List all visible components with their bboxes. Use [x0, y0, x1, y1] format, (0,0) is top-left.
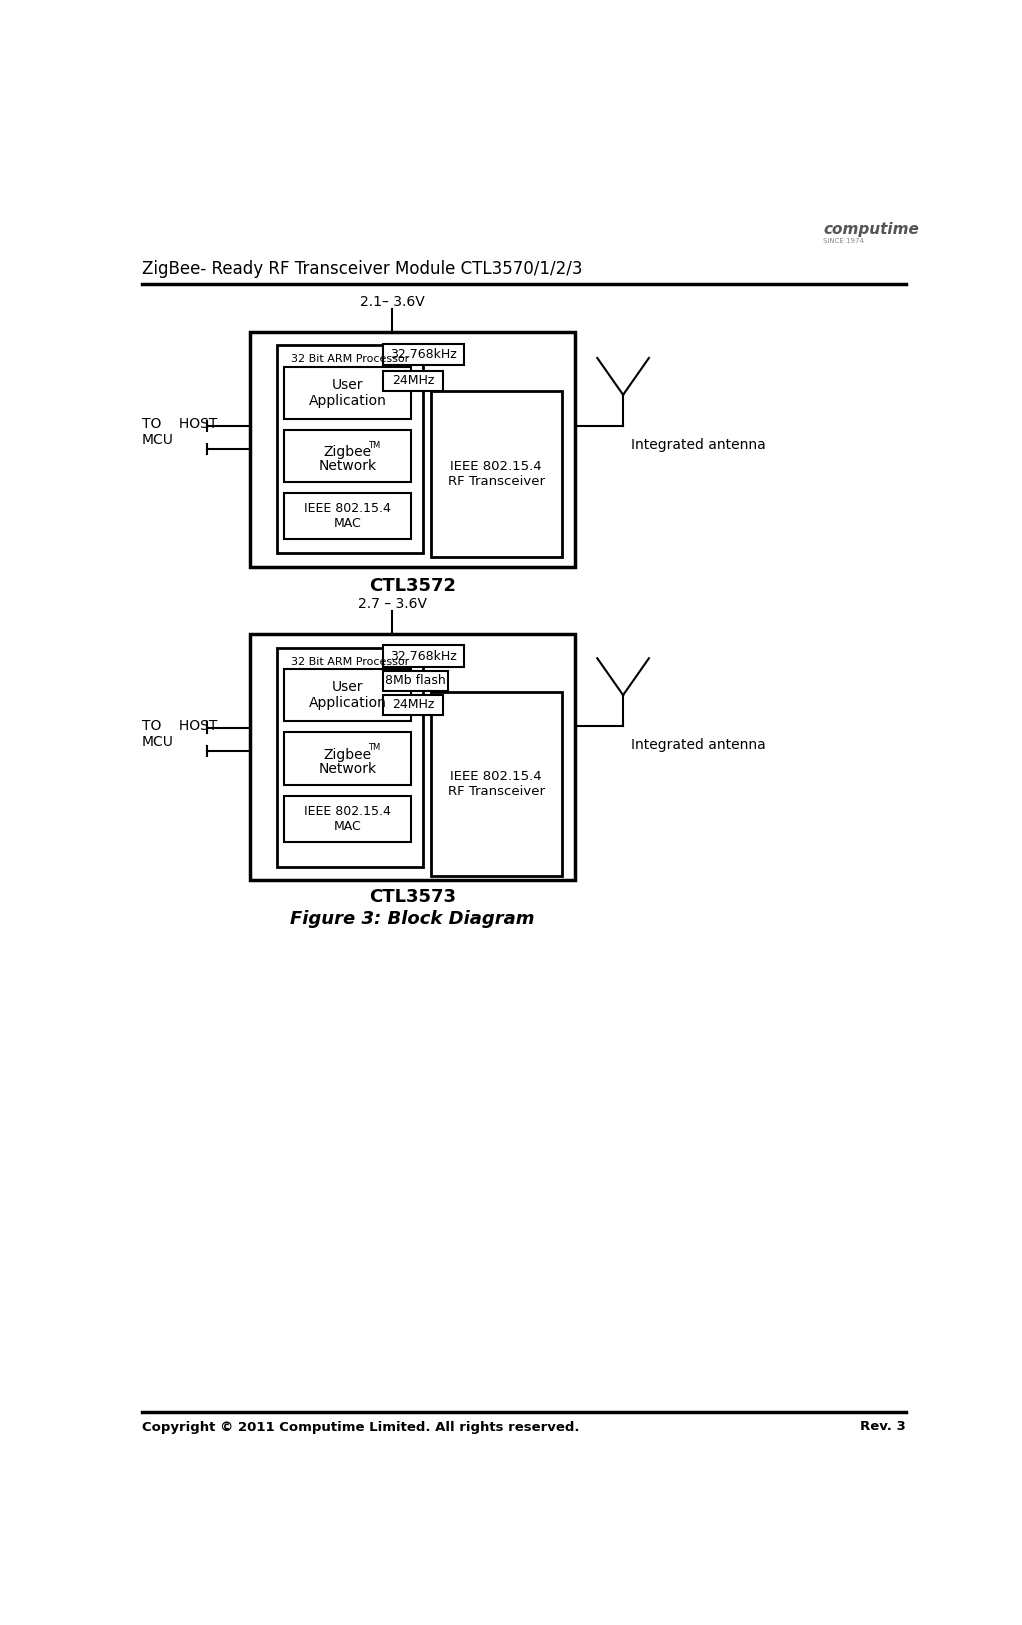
Text: Rev. 3: Rev. 3 [860, 1420, 905, 1433]
Text: IEEE 802.15.4
MAC: IEEE 802.15.4 MAC [305, 804, 391, 832]
Bar [284, 668, 412, 722]
Text: computime: computime [824, 223, 919, 237]
Text: Copyright © 2011 Computime Limited. All rights reserved.: Copyright © 2011 Computime Limited. All … [142, 1420, 579, 1433]
Text: CTL3573: CTL3573 [369, 889, 456, 907]
Text: 32 Bit ARM Processor: 32 Bit ARM Processor [290, 354, 409, 364]
Text: 32.768kHz: 32.768kHz [390, 348, 457, 361]
Bar [277, 344, 423, 552]
Text: TO    HOST
MCU: TO HOST MCU [142, 418, 218, 447]
Text: SINCE 1974: SINCE 1974 [824, 239, 865, 244]
Text: ZigBee- Ready RF Transceiver Module CTL3570/1/2/3: ZigBee- Ready RF Transceiver Module CTL3… [142, 260, 583, 278]
Text: User
Application: User Application [309, 377, 386, 408]
Text: 2.1– 3.6V: 2.1– 3.6V [360, 296, 424, 309]
Bar [249, 332, 574, 567]
Bar [277, 648, 423, 868]
Bar [284, 367, 412, 419]
Text: IEEE 802.15.4
RF Transceiver: IEEE 802.15.4 RF Transceiver [448, 460, 545, 487]
Text: 32 Bit ARM Processor: 32 Bit ARM Processor [290, 656, 409, 666]
Text: User
Application: User Application [309, 679, 386, 710]
Text: Network: Network [319, 762, 377, 775]
Bar [284, 733, 412, 785]
Bar [249, 634, 574, 881]
Bar [383, 645, 464, 666]
Text: 2.7 – 3.6V: 2.7 – 3.6V [358, 596, 426, 611]
Text: IEEE 802.15.4
MAC: IEEE 802.15.4 MAC [305, 502, 391, 530]
Text: 24MHz: 24MHz [391, 699, 434, 712]
Bar [383, 696, 443, 715]
Text: 24MHz: 24MHz [391, 374, 434, 387]
Text: TO    HOST
MCU: TO HOST MCU [142, 718, 218, 749]
Text: CTL3572: CTL3572 [369, 577, 456, 595]
Bar [383, 370, 443, 390]
Text: 8Mb flash: 8Mb flash [385, 674, 446, 687]
Bar [430, 392, 561, 557]
Text: Integrated antenna: Integrated antenna [631, 738, 765, 752]
Bar [430, 692, 561, 876]
Bar [284, 492, 412, 540]
Text: TM: TM [368, 743, 380, 752]
Text: 32.768kHz: 32.768kHz [390, 650, 457, 663]
Bar [383, 671, 449, 691]
Text: Network: Network [319, 458, 377, 473]
Text: Zigbee: Zigbee [324, 748, 372, 762]
Bar [284, 431, 412, 483]
Text: Integrated antenna: Integrated antenna [631, 437, 765, 452]
Text: TM: TM [368, 440, 380, 450]
Text: Figure 3: Block Diagram: Figure 3: Block Diagram [290, 910, 535, 928]
Bar [383, 343, 464, 366]
Bar [284, 796, 412, 842]
Text: Zigbee: Zigbee [324, 445, 372, 460]
Text: IEEE 802.15.4
RF Transceiver: IEEE 802.15.4 RF Transceiver [448, 770, 545, 798]
